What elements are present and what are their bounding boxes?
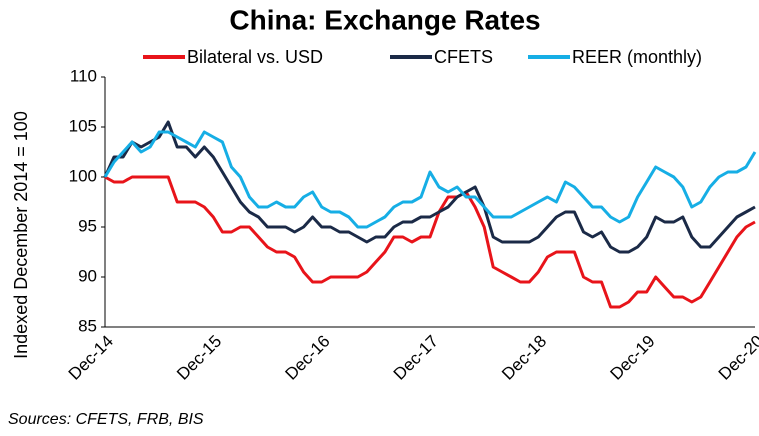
source-note: Sources: CFETS, FRB, BIS — [8, 411, 204, 428]
legend-label: REER (monthly) — [572, 47, 702, 67]
x-tick-label: Dec-20 — [715, 332, 759, 384]
y-tick-label: 95 — [78, 216, 97, 235]
x-tick-label: Dec-18 — [498, 332, 550, 384]
y-tick-label: 85 — [78, 316, 97, 335]
x-tick-label: Dec-19 — [606, 332, 658, 384]
y-axis-label: Indexed December 2014 = 100 — [11, 111, 31, 359]
y-tick-label: 110 — [70, 66, 97, 85]
y-tick-label: 90 — [78, 266, 97, 285]
x-tick-label: Dec-14 — [65, 332, 117, 384]
series-line — [104, 175, 756, 309]
x-tick-label: Dec-16 — [281, 332, 333, 384]
x-tick-label: Dec-15 — [173, 332, 225, 384]
legend-label: CFETS — [434, 47, 493, 67]
legend-label: Bilateral vs. USD — [187, 47, 323, 67]
y-tick-label: 100 — [69, 166, 97, 185]
series-line — [103, 130, 757, 229]
chart-title: China: Exchange Rates — [229, 4, 540, 35]
x-tick-label: Dec-17 — [390, 332, 442, 384]
series-line — [103, 120, 756, 254]
y-tick-label: 105 — [69, 116, 97, 135]
